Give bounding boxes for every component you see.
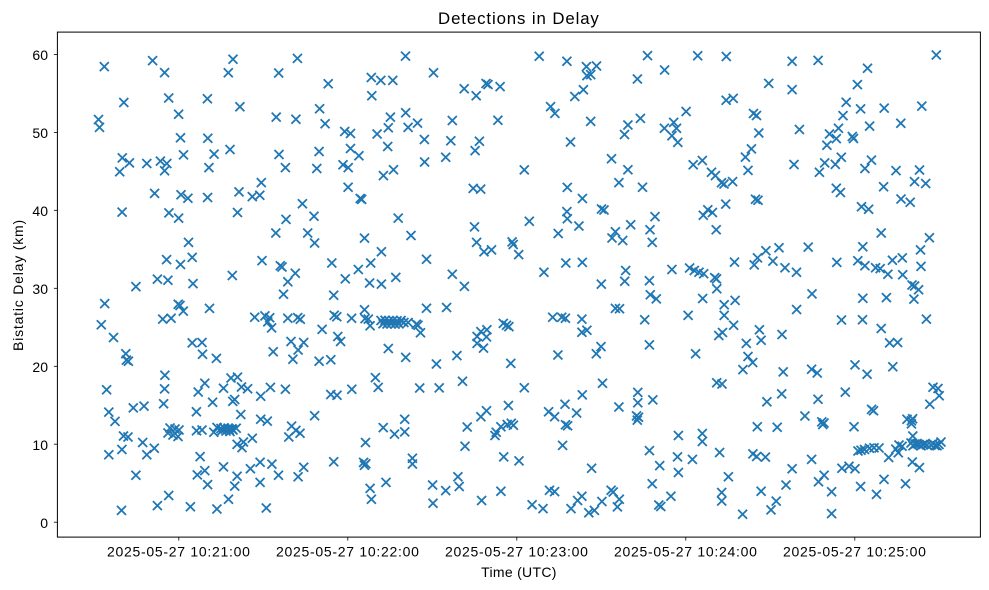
svg-text:2025-05-27 10:21:00: 2025-05-27 10:21:00 [107, 544, 251, 560]
svg-text:10: 10 [32, 437, 48, 453]
svg-text:Detections in Delay: Detections in Delay [438, 9, 600, 28]
svg-text:60: 60 [32, 47, 48, 63]
svg-text:2025-05-27 10:23:00: 2025-05-27 10:23:00 [445, 544, 589, 560]
svg-text:40: 40 [32, 203, 48, 219]
svg-text:50: 50 [32, 125, 48, 141]
svg-text:Time (UTC): Time (UTC) [481, 564, 557, 580]
svg-text:0: 0 [40, 515, 48, 531]
svg-text:Bistatic Delay (km): Bistatic Delay (km) [10, 219, 26, 351]
svg-text:2025-05-27 10:25:00: 2025-05-27 10:25:00 [783, 544, 927, 560]
svg-text:30: 30 [32, 281, 48, 297]
svg-text:2025-05-27 10:22:00: 2025-05-27 10:22:00 [276, 544, 420, 560]
svg-text:20: 20 [32, 359, 48, 375]
svg-text:2025-05-27 10:24:00: 2025-05-27 10:24:00 [614, 544, 758, 560]
